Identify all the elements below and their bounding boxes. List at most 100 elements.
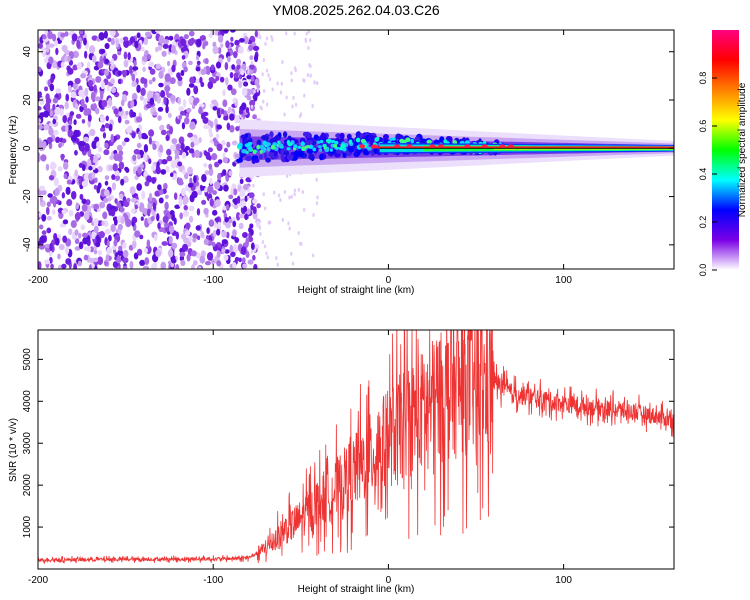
noise-speckle	[291, 261, 295, 266]
noise-blob	[158, 197, 164, 204]
noise-blob	[46, 215, 53, 221]
noise-speckle	[309, 73, 312, 78]
noise-blob	[54, 106, 61, 116]
noise-speckle	[250, 60, 254, 65]
noise-blob	[217, 172, 222, 181]
noise-blob	[160, 169, 167, 175]
noise-blob	[179, 110, 186, 116]
noise-blob	[155, 63, 161, 70]
noise-blob	[44, 102, 51, 110]
noise-blob	[255, 220, 261, 228]
noise-blob	[83, 254, 89, 261]
signal-bright-blob	[319, 148, 323, 152]
noise-blob	[232, 188, 238, 196]
noise-blob	[152, 77, 156, 82]
noise-blob	[253, 263, 258, 269]
noise-blob	[100, 48, 106, 54]
signal-peak-dot	[371, 144, 378, 149]
noise-blob	[227, 55, 231, 63]
noise-blob	[97, 61, 104, 69]
noise-blob	[137, 166, 142, 175]
noise-blob	[163, 182, 168, 190]
noise-blob	[223, 254, 229, 261]
noise-blob	[117, 78, 122, 85]
noise-blob	[70, 134, 78, 142]
noise-blob	[238, 38, 245, 43]
signal-blob	[304, 139, 310, 146]
noise-blob	[188, 205, 195, 212]
noise-blob	[164, 222, 169, 228]
noise-blob	[123, 59, 129, 68]
noise-blob	[169, 144, 176, 151]
noise-blob	[94, 177, 98, 183]
signal-bright-blob	[360, 138, 366, 144]
noise-blob	[87, 246, 92, 252]
noise-blob	[252, 45, 260, 51]
noise-blob	[254, 30, 258, 38]
noise-blob	[52, 97, 59, 104]
noise-blob	[51, 209, 56, 215]
noise-speckle	[303, 78, 306, 83]
spectrogram-y-ticks: -40 -20 0 20 40	[22, 46, 674, 252]
x-tick-label: 0	[386, 275, 392, 286]
signal-bright-blob	[237, 142, 243, 148]
noise-blob	[91, 231, 96, 240]
noise-blob	[185, 112, 190, 119]
noise-blob	[38, 106, 42, 111]
spectrogram-x-label: Height of straight line (km)	[298, 285, 415, 296]
noise-speckle	[265, 102, 269, 107]
noise-speckle	[316, 81, 319, 86]
noise-speckle	[315, 177, 318, 182]
noise-blob	[136, 84, 141, 93]
noise-speckle	[259, 105, 262, 110]
noise-blob	[146, 208, 151, 217]
noise-blob	[99, 116, 106, 123]
noise-speckle	[281, 60, 284, 65]
noise-blob	[47, 30, 53, 40]
noise-blob	[216, 124, 223, 130]
noise-blob	[80, 224, 86, 231]
noise-blob	[186, 87, 191, 96]
noise-blob	[214, 180, 221, 190]
noise-blob	[68, 120, 73, 126]
noise-speckle	[250, 104, 254, 109]
noise-blob	[86, 61, 91, 70]
y-tick-label: 2000	[22, 474, 33, 497]
noise-blob	[157, 44, 163, 51]
noise-blob	[179, 212, 183, 220]
signal-bright-blob	[312, 147, 317, 152]
noise-blob	[149, 68, 156, 75]
y-tick-label: 5000	[22, 348, 33, 371]
noise-blob	[88, 165, 93, 171]
noise-blob	[97, 146, 103, 153]
signal-blob	[342, 152, 347, 158]
noise-blob	[246, 208, 251, 215]
noise-blob	[67, 55, 71, 62]
noise-blob	[70, 91, 77, 99]
noise-blob	[143, 170, 149, 177]
noise-blob	[221, 230, 227, 238]
noise-blob	[158, 144, 163, 153]
noise-blob	[123, 39, 130, 48]
noise-blob	[225, 231, 230, 239]
noise-blob	[94, 96, 101, 102]
noise-blob	[74, 238, 80, 245]
noise-blob	[226, 141, 231, 148]
noise-blob	[193, 139, 200, 146]
noise-speckle	[284, 31, 288, 36]
noise-blob	[238, 80, 243, 89]
noise-blob	[236, 64, 241, 70]
noise-speckle	[290, 71, 293, 76]
signal-bright-blob	[374, 137, 380, 142]
noise-blob	[144, 181, 150, 187]
noise-blob	[49, 83, 55, 92]
signal-bright-blob	[443, 139, 448, 144]
noise-blob	[173, 217, 177, 225]
noise-blob	[97, 249, 103, 256]
noise-speckle	[297, 231, 300, 236]
signal-bright-blob	[270, 144, 276, 150]
noise-blob	[179, 251, 186, 257]
noise-blob	[62, 161, 69, 170]
signal-bright-blob	[300, 141, 305, 147]
noise-blob	[171, 258, 177, 264]
